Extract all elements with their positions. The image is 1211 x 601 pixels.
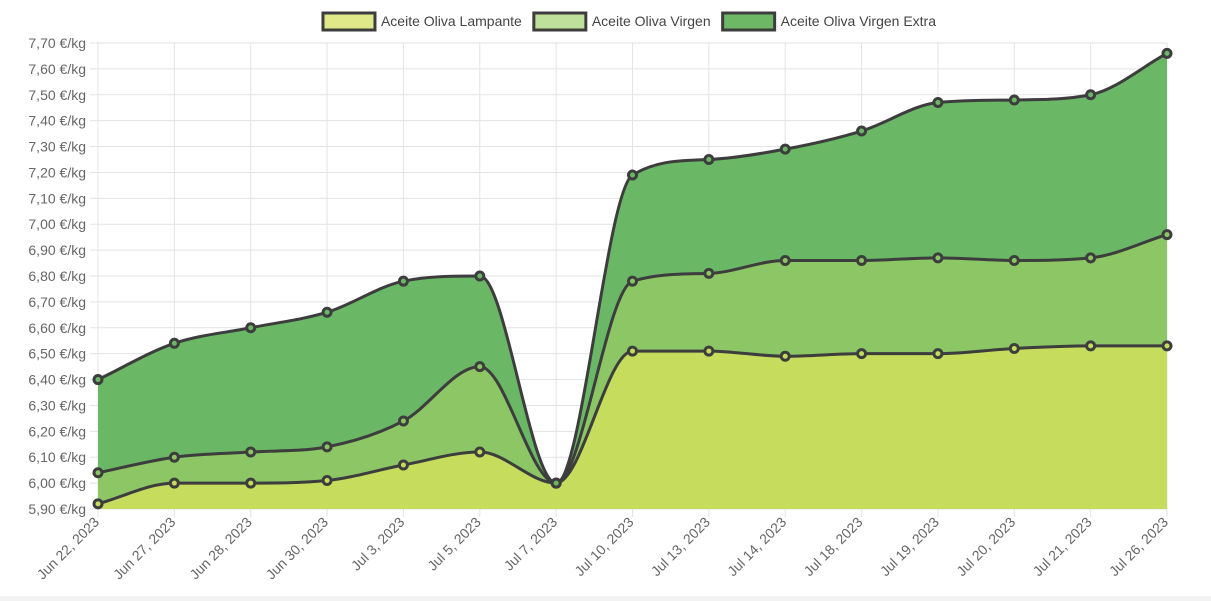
y-tick-label: 7,20 €/kg (28, 164, 86, 180)
legend-item-1[interactable]: Aceite Oliva Virgen (532, 11, 711, 32)
data-point[interactable] (703, 267, 715, 279)
legend: Aceite Oliva Lampante Aceite Oliva Virgen… (321, 11, 937, 32)
x-tick-label: Jul 14, 2023 (724, 514, 789, 579)
x-tick-label: Jul 20, 2023 (953, 514, 1018, 579)
y-tick-label: 6,90 €/kg (28, 242, 86, 258)
data-point[interactable] (321, 441, 333, 453)
series-line-2 (97, 52, 1168, 485)
legend-swatch (532, 11, 588, 32)
data-point[interactable] (1085, 89, 1097, 101)
x-tick-label: Jul 13, 2023 (648, 514, 713, 579)
legend-item-2[interactable]: Aceite Oliva Virgen Extra (721, 11, 937, 32)
data-point[interactable] (474, 446, 486, 458)
x-tick-label: Jun 30, 2023 (263, 514, 332, 583)
y-tick-label: 6,10 €/kg (28, 449, 86, 465)
data-point[interactable] (92, 374, 104, 386)
data-point[interactable] (703, 154, 715, 165)
area-0 (98, 345, 1167, 509)
data-point[interactable] (627, 169, 638, 181)
data-point[interactable] (397, 459, 409, 471)
y-tick-label: 5,90 €/kg (28, 501, 86, 517)
series-lines (97, 52, 1168, 506)
data-point[interactable] (1008, 94, 1020, 106)
data-point[interactable] (245, 446, 257, 458)
data-point[interactable] (474, 361, 486, 373)
data-point[interactable] (92, 467, 104, 479)
legend-swatch (721, 11, 777, 32)
x-tick-label: Jul 7, 2023 (501, 514, 561, 574)
legend-label: Aceite Oliva Virgen Extra (781, 13, 937, 29)
data-point[interactable] (1161, 47, 1173, 59)
legend-item-0[interactable]: Aceite Oliva Lampante (321, 11, 522, 32)
x-tick-label: Jun 27, 2023 (110, 514, 179, 583)
data-point[interactable] (1161, 340, 1173, 352)
data-point[interactable] (703, 345, 715, 357)
y-tick-label: 6,80 €/kg (28, 268, 86, 284)
data-points (92, 47, 1173, 510)
data-point[interactable] (321, 475, 333, 487)
y-tick-label: 6,40 €/kg (28, 372, 86, 388)
y-tick-label: 7,40 €/kg (28, 113, 86, 129)
y-tick-label: 6,20 €/kg (28, 423, 86, 439)
data-point[interactable] (856, 125, 868, 137)
x-tick-label: Jun 28, 2023 (186, 514, 255, 583)
data-point[interactable] (245, 477, 257, 489)
x-tick-label: Jul 19, 2023 (877, 514, 942, 579)
data-point[interactable] (627, 275, 638, 287)
y-axis-ticks: 5,90 €/kg 6,00 €/kg 6,10 €/kg 6,20 €/kg 6,30… (28, 35, 86, 517)
y-tick-label: 7,30 €/kg (28, 139, 86, 155)
series-line-0 (97, 344, 1167, 506)
y-tick-label: 6,30 €/kg (28, 397, 86, 413)
y-tick-label: 6,70 €/kg (28, 294, 86, 310)
y-tick-label: 7,60 €/kg (28, 61, 86, 77)
y-tick-label: 6,50 €/kg (28, 346, 86, 362)
data-point[interactable] (779, 143, 791, 155)
data-point[interactable] (245, 322, 257, 334)
data-point[interactable] (932, 348, 944, 360)
x-tick-label: Jul 21, 2023 (1030, 514, 1095, 579)
legend-label: Aceite Oliva Lampante (381, 13, 522, 29)
y-tick-label: 7,50 €/kg (28, 87, 86, 103)
data-point[interactable] (1008, 342, 1020, 354)
data-point[interactable] (168, 477, 180, 489)
data-point[interactable] (779, 350, 791, 362)
y-tick-label: 7,00 €/kg (28, 216, 86, 232)
bottom-strip (0, 596, 1211, 601)
data-point[interactable] (321, 306, 333, 318)
y-tick-label: 7,70 €/kg (28, 35, 86, 51)
data-point[interactable] (397, 275, 409, 287)
data-point[interactable] (856, 348, 868, 360)
series-line-1 (97, 233, 1168, 485)
data-point[interactable] (856, 254, 868, 266)
x-tick-label: Jul 3, 2023 (348, 514, 408, 574)
data-point[interactable] (474, 270, 486, 282)
legend-label: Aceite Oliva Virgen (592, 13, 711, 29)
data-point[interactable] (1161, 229, 1173, 241)
y-tick-label: 6,00 €/kg (28, 475, 86, 491)
data-point[interactable] (92, 498, 104, 510)
data-point[interactable] (1008, 254, 1020, 266)
data-point[interactable] (550, 477, 562, 489)
data-point[interactable] (779, 254, 791, 266)
data-point[interactable] (168, 451, 180, 463)
data-point[interactable] (1085, 252, 1097, 264)
x-tick-label: Jul 5, 2023 (424, 514, 484, 574)
x-tick-label: Jul 18, 2023 (800, 514, 865, 579)
data-point[interactable] (627, 345, 638, 357)
y-tick-label: 6,60 €/kg (28, 320, 86, 336)
data-point[interactable] (168, 337, 180, 349)
x-axis-ticks: Jun 22, 2023 Jun 27, 2023 Jun 28, 2023 Jun … (34, 514, 1172, 583)
x-tick-label: Jul 26, 2023 (1106, 514, 1171, 579)
data-point[interactable] (932, 252, 944, 264)
data-point[interactable] (932, 97, 944, 109)
y-tick-label: 7,10 €/kg (28, 190, 86, 206)
data-point[interactable] (397, 415, 409, 427)
x-tick-label: Jul 10, 2023 (571, 514, 636, 579)
legend-swatch (321, 11, 377, 32)
data-point[interactable] (1085, 340, 1097, 352)
x-tick-label: Jun 22, 2023 (34, 514, 103, 583)
